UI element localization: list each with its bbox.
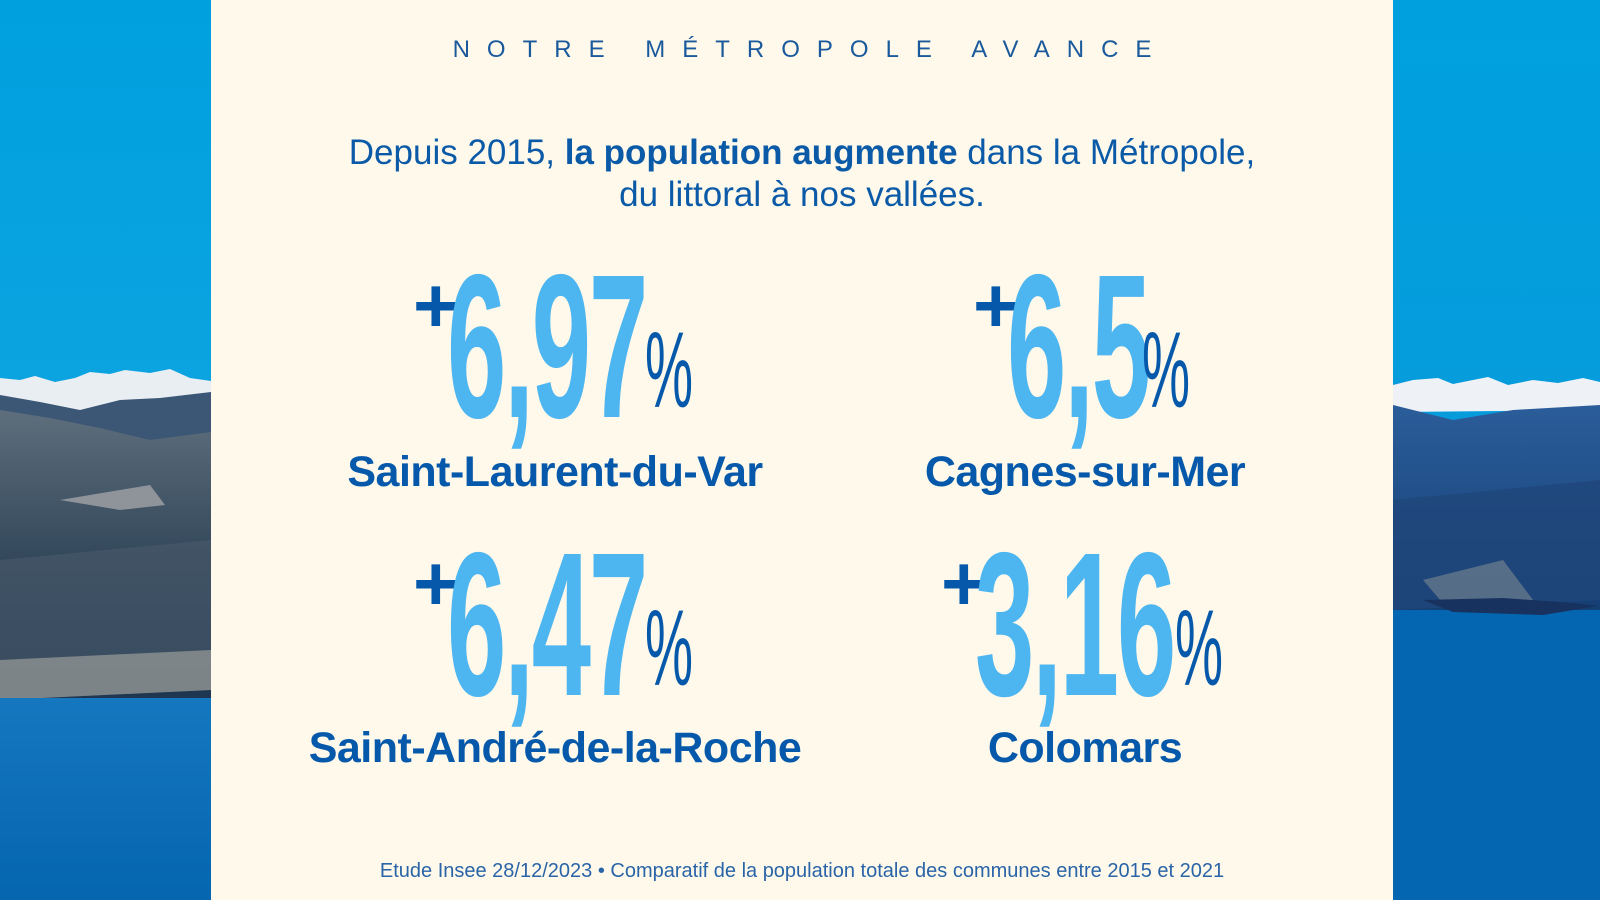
stat-number: + 6,5 % xyxy=(805,244,1365,449)
content-panel: NOTRE MÉTROPOLE AVANCE Depuis 2015, la p… xyxy=(211,0,1393,900)
headline-text-bold: la population augmente xyxy=(564,133,958,172)
plus-sign: + xyxy=(941,539,987,627)
headline-line-2: du littoral à nos vallées. xyxy=(619,175,985,214)
stat-saint-andre-de-la-roche: + 6,47 % Saint-André-de-la-Roche xyxy=(275,522,835,772)
source-footnote: Etude Insee 28/12/2023 • Comparatif de l… xyxy=(379,860,1225,882)
commune-name: Cagnes-sur-Mer xyxy=(924,448,1246,496)
headline-text-end: dans la Métropole, xyxy=(957,133,1256,172)
plus-sign: + xyxy=(973,261,1019,349)
commune-name: Saint-Laurent-du-Var xyxy=(347,448,763,496)
kicker-title: NOTRE MÉTROPOLE AVANCE xyxy=(452,36,1169,63)
plus-sign: + xyxy=(413,539,459,627)
stat-cagnes-sur-mer: + 6,5 % Cagnes-sur-Mer xyxy=(805,244,1365,496)
mountain-coast-image xyxy=(0,0,211,900)
commune-name: Colomars xyxy=(987,724,1183,772)
stat-value: 6,5 xyxy=(1007,232,1151,461)
stat-number: + 6,97 % xyxy=(275,244,835,449)
stat-value: 3,16 xyxy=(975,510,1176,739)
stat-saint-laurent-du-var: + 6,97 % Saint-Laurent-du-Var xyxy=(275,244,835,496)
headline-line-1: Depuis 2015, la population augmente dans… xyxy=(211,132,1393,174)
stat-number: + 6,47 % xyxy=(275,522,835,727)
percent-sign: % xyxy=(645,587,694,708)
landscape-photo-left xyxy=(0,0,211,900)
mountain-lake-image xyxy=(1393,0,1600,900)
stat-colomars: + 3,16 % Colomars xyxy=(805,522,1365,772)
stat-value: 6,97 xyxy=(447,232,648,461)
stat-number: + 3,16 % xyxy=(805,522,1365,727)
landscape-photo-right xyxy=(1393,0,1600,900)
percent-sign: % xyxy=(645,309,694,430)
percent-sign: % xyxy=(1142,309,1191,430)
commune-name: Saint-André-de-la-Roche xyxy=(308,724,802,772)
stat-value: 6,47 xyxy=(447,510,648,739)
headline-text-start: Depuis 2015, xyxy=(348,133,565,172)
plus-sign: + xyxy=(413,261,459,349)
percent-sign: % xyxy=(1175,587,1224,708)
headline: Depuis 2015, la population augmente dans… xyxy=(211,132,1393,216)
